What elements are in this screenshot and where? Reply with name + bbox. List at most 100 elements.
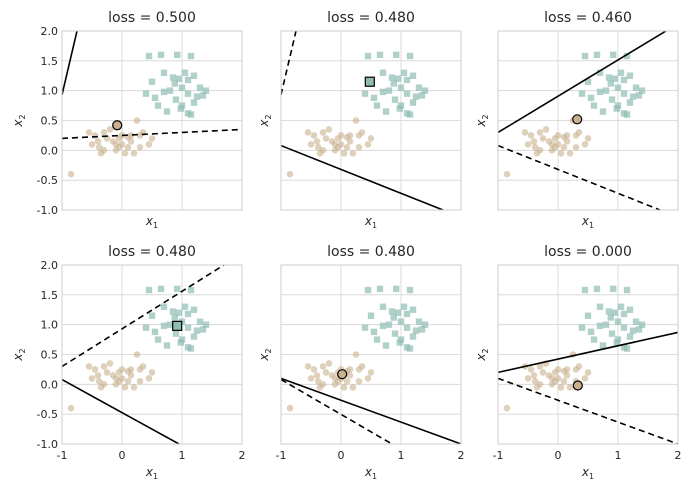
point-square — [412, 93, 420, 100]
point-square — [177, 105, 184, 112]
point-square — [388, 74, 396, 81]
point-square — [608, 96, 616, 103]
point-circle — [337, 132, 345, 139]
highlight-point — [172, 320, 183, 331]
subplot-title: loss = 0.480 — [327, 10, 415, 26]
point-circle — [85, 129, 93, 136]
point-square — [623, 52, 631, 60]
point-square — [596, 303, 604, 310]
point-circle — [554, 375, 562, 382]
point-square — [421, 321, 429, 328]
data-layer — [62, 31, 242, 178]
point-square — [154, 336, 162, 343]
point-circle — [331, 375, 339, 382]
x-tick-label: 1 — [179, 449, 186, 462]
point-square — [415, 84, 423, 91]
point-square — [611, 75, 619, 82]
y-axis-label: x2 — [11, 348, 27, 361]
x-tick-label: -1 — [57, 449, 68, 462]
point-square — [172, 96, 180, 103]
boundary-dashed — [498, 377, 678, 444]
boundary-dashed — [62, 265, 225, 368]
point-circle — [136, 378, 144, 385]
subplot-5: loss = 0.480 -1 0 1 2 x1 x2 — [257, 244, 465, 481]
point-circle — [319, 363, 327, 370]
point-square — [175, 309, 183, 316]
point-square — [608, 330, 616, 337]
point-square — [373, 336, 381, 343]
point-square — [361, 324, 369, 331]
point-circle — [88, 375, 96, 382]
point-square — [607, 314, 614, 321]
point-circle — [112, 375, 120, 382]
point-square — [148, 78, 156, 85]
point-square — [400, 69, 408, 76]
point-circle — [130, 384, 138, 391]
point-square — [184, 110, 192, 117]
point-square — [613, 339, 620, 346]
x-axis-label: x1 — [145, 465, 158, 481]
point-square — [202, 87, 210, 94]
x-tick-label: 0 — [119, 449, 126, 462]
point-square — [412, 327, 420, 334]
point-circle — [331, 141, 339, 148]
y-tick-label: 0.5 — [41, 115, 59, 128]
point-square — [199, 326, 207, 333]
point-circle — [563, 372, 571, 379]
boundary-solid — [281, 377, 461, 444]
point-circle — [358, 129, 366, 136]
point-square — [596, 88, 604, 96]
point-square — [587, 328, 595, 336]
point-square — [406, 286, 414, 294]
plot-frame — [61, 264, 243, 445]
point-square — [145, 286, 153, 294]
highlight-point — [364, 76, 375, 87]
boundary-dashed — [281, 31, 297, 96]
point-circle — [314, 378, 322, 385]
point-square — [193, 93, 201, 100]
point-square — [376, 51, 384, 59]
x-axis-label: x1 — [581, 465, 594, 481]
point-square — [421, 87, 429, 94]
y-axis-label: x2 — [257, 114, 273, 127]
point-circle — [313, 138, 321, 145]
point-square — [148, 312, 156, 319]
highlight-point — [112, 120, 123, 131]
point-square — [385, 87, 393, 94]
point-square — [403, 90, 411, 97]
point-square — [190, 333, 198, 340]
point-circle — [364, 375, 372, 382]
x-axis-label: x1 — [364, 465, 377, 481]
point-square — [171, 80, 178, 87]
point-square — [171, 314, 178, 321]
point-square — [184, 344, 192, 351]
point-circle — [91, 366, 99, 373]
point-square — [596, 69, 604, 76]
point-circle — [367, 135, 375, 142]
point-square — [418, 92, 426, 99]
point-circle — [100, 381, 108, 388]
point-square — [364, 52, 372, 60]
point-square — [172, 330, 180, 337]
point-circle — [340, 150, 348, 157]
point-circle — [94, 138, 102, 145]
point-circle — [325, 126, 333, 133]
point-circle — [557, 384, 565, 391]
point-circle — [536, 381, 544, 388]
boundary-dashed — [498, 144, 661, 210]
point-circle — [521, 129, 529, 136]
point-square — [394, 309, 402, 316]
y-axis-label: x2 — [474, 114, 490, 127]
point-circle — [563, 138, 571, 145]
point-square — [611, 309, 619, 316]
point-circle — [310, 366, 318, 373]
point-square — [614, 84, 622, 91]
point-circle — [530, 372, 538, 379]
point-square — [614, 318, 622, 325]
point-square — [605, 308, 613, 315]
x-tick-label: -1 — [276, 449, 287, 462]
point-circle — [313, 372, 321, 379]
point-square — [635, 326, 643, 333]
point-square — [187, 286, 195, 294]
point-square — [578, 324, 586, 331]
